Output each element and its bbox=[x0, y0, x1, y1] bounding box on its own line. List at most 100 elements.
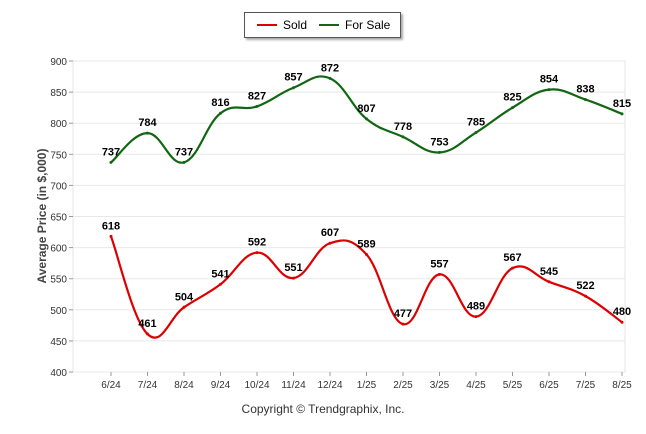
data-point-for-sale[interactable] bbox=[547, 88, 551, 92]
legend-label-for-sale: For Sale bbox=[345, 18, 391, 32]
x-axis: 6/24 7/24 8/24 9/24 10/24 11/24 12/24 1/25 2/25 3… bbox=[101, 372, 632, 391]
data-label-for-sale: 737 bbox=[102, 146, 120, 158]
x-tick-label: 8/24 bbox=[174, 380, 194, 391]
data-point-sold[interactable] bbox=[511, 266, 514, 270]
x-tick-label: 4/25 bbox=[466, 380, 486, 391]
series-line-sold bbox=[109, 236, 623, 339]
data-point-for-sale[interactable] bbox=[511, 106, 514, 110]
x-tick-label: 7/24 bbox=[138, 380, 158, 391]
data-label-for-sale: 825 bbox=[503, 92, 521, 104]
data-point-for-sale[interactable] bbox=[255, 104, 259, 108]
data-label-sold: 618 bbox=[102, 220, 120, 232]
data-point-sold[interactable] bbox=[365, 252, 368, 256]
copyright-text: Copyright © Trendgraphix, Inc. bbox=[241, 402, 405, 416]
data-label-sold: 592 bbox=[248, 237, 266, 249]
y-axis: 400 450 500 550 600 650 700 750 800 850 900 bbox=[50, 57, 73, 379]
data-label-for-sale: 827 bbox=[248, 90, 266, 102]
data-point-for-sale[interactable] bbox=[182, 160, 186, 164]
y-tick-label: 650 bbox=[50, 213, 67, 224]
x-tick-label: 2/25 bbox=[393, 380, 413, 391]
data-point-for-sale[interactable] bbox=[584, 98, 587, 102]
data-label-sold: 489 bbox=[467, 301, 485, 313]
legend-label-sold: Sold bbox=[283, 18, 308, 32]
x-tick-label: 7/25 bbox=[576, 380, 596, 391]
x-tick-label: 6/25 bbox=[539, 380, 559, 391]
data-labels: 618 461 504 541 592 551 607 589 477 557 489 567 545 5… bbox=[102, 62, 631, 330]
x-tick-label: 1/25 bbox=[357, 380, 377, 391]
x-tick-label: 5/25 bbox=[503, 380, 523, 391]
grid-lines bbox=[72, 60, 626, 373]
data-label-sold: 607 bbox=[321, 227, 339, 239]
data-point-sold[interactable] bbox=[182, 305, 186, 309]
legend-swatch-sold bbox=[257, 24, 277, 26]
data-label-sold: 504 bbox=[175, 291, 194, 303]
legend-swatch-for-sale bbox=[319, 24, 339, 26]
data-point-for-sale[interactable] bbox=[328, 76, 332, 80]
series-lines bbox=[109, 75, 624, 339]
data-label-sold: 551 bbox=[284, 262, 302, 274]
data-label-sold: 545 bbox=[540, 266, 558, 278]
data-label-for-sale: 778 bbox=[394, 121, 412, 133]
x-tick-label: 12/24 bbox=[317, 380, 342, 391]
data-label-sold: 557 bbox=[430, 258, 448, 270]
x-tick-label: 3/25 bbox=[430, 380, 450, 391]
data-point-for-sale[interactable] bbox=[438, 150, 441, 154]
data-label-for-sale: 815 bbox=[613, 98, 631, 110]
data-point-sold[interactable] bbox=[219, 282, 222, 286]
data-point-sold[interactable] bbox=[438, 272, 441, 276]
y-axis-label: Average Price (in $,000) bbox=[35, 148, 49, 284]
data-point-sold[interactable] bbox=[401, 322, 405, 326]
data-point-sold[interactable] bbox=[474, 315, 478, 319]
data-point-for-sale[interactable] bbox=[365, 117, 368, 121]
data-point-sold[interactable] bbox=[547, 280, 551, 284]
data-label-sold: 541 bbox=[211, 268, 229, 280]
y-tick-label: 600 bbox=[50, 244, 67, 255]
data-label-for-sale: 838 bbox=[576, 84, 594, 96]
data-point-sold[interactable] bbox=[584, 294, 587, 298]
data-point-for-sale[interactable] bbox=[620, 112, 624, 116]
x-tick-label: 9/24 bbox=[211, 380, 231, 391]
data-point-for-sale[interactable] bbox=[146, 131, 149, 135]
legend-item-for-sale[interactable]: For Sale bbox=[319, 13, 390, 37]
data-label-for-sale: 737 bbox=[175, 146, 193, 158]
y-tick-label: 800 bbox=[50, 119, 67, 130]
x-tick-label: 11/24 bbox=[281, 380, 306, 391]
data-point-for-sale[interactable] bbox=[292, 86, 295, 90]
y-tick-label: 550 bbox=[50, 275, 67, 286]
data-label-for-sale: 816 bbox=[211, 97, 229, 109]
data-point-for-sale[interactable] bbox=[109, 160, 113, 164]
data-point-for-sale[interactable] bbox=[474, 131, 478, 135]
y-tick-label: 700 bbox=[50, 181, 67, 192]
y-tick-label: 750 bbox=[50, 150, 67, 161]
legend: Sold For Sale bbox=[244, 12, 401, 38]
data-label-for-sale: 857 bbox=[284, 72, 302, 84]
data-label-for-sale: 807 bbox=[357, 103, 375, 115]
data-point-sold[interactable] bbox=[109, 234, 113, 238]
data-label-sold: 480 bbox=[613, 306, 631, 318]
data-point-sold[interactable] bbox=[292, 276, 295, 280]
data-label-for-sale: 785 bbox=[467, 117, 485, 129]
y-tick-label: 400 bbox=[50, 368, 67, 379]
data-point-sold[interactable] bbox=[146, 332, 149, 336]
data-label-for-sale: 854 bbox=[540, 74, 559, 86]
data-point-sold[interactable] bbox=[255, 251, 259, 255]
data-point-sold[interactable] bbox=[328, 241, 332, 245]
x-tick-label: 6/24 bbox=[101, 380, 121, 391]
y-tick-label: 900 bbox=[50, 57, 67, 68]
data-label-for-sale: 784 bbox=[138, 117, 157, 129]
data-label-sold: 477 bbox=[394, 308, 412, 320]
data-label-for-sale: 872 bbox=[321, 62, 339, 74]
x-tick-label: 8/25 bbox=[612, 380, 632, 391]
y-tick-label: 500 bbox=[50, 306, 67, 317]
data-label-sold: 589 bbox=[357, 238, 375, 250]
data-point-for-sale[interactable] bbox=[219, 111, 222, 115]
y-tick-label: 450 bbox=[50, 337, 67, 348]
data-point-sold[interactable] bbox=[620, 320, 624, 324]
data-label-sold: 461 bbox=[138, 318, 156, 330]
data-label-sold: 522 bbox=[576, 280, 594, 292]
x-tick-label: 10/24 bbox=[244, 380, 269, 391]
data-point-for-sale[interactable] bbox=[401, 135, 405, 139]
legend-item-sold[interactable]: Sold bbox=[257, 13, 307, 37]
data-label-sold: 567 bbox=[503, 252, 521, 264]
